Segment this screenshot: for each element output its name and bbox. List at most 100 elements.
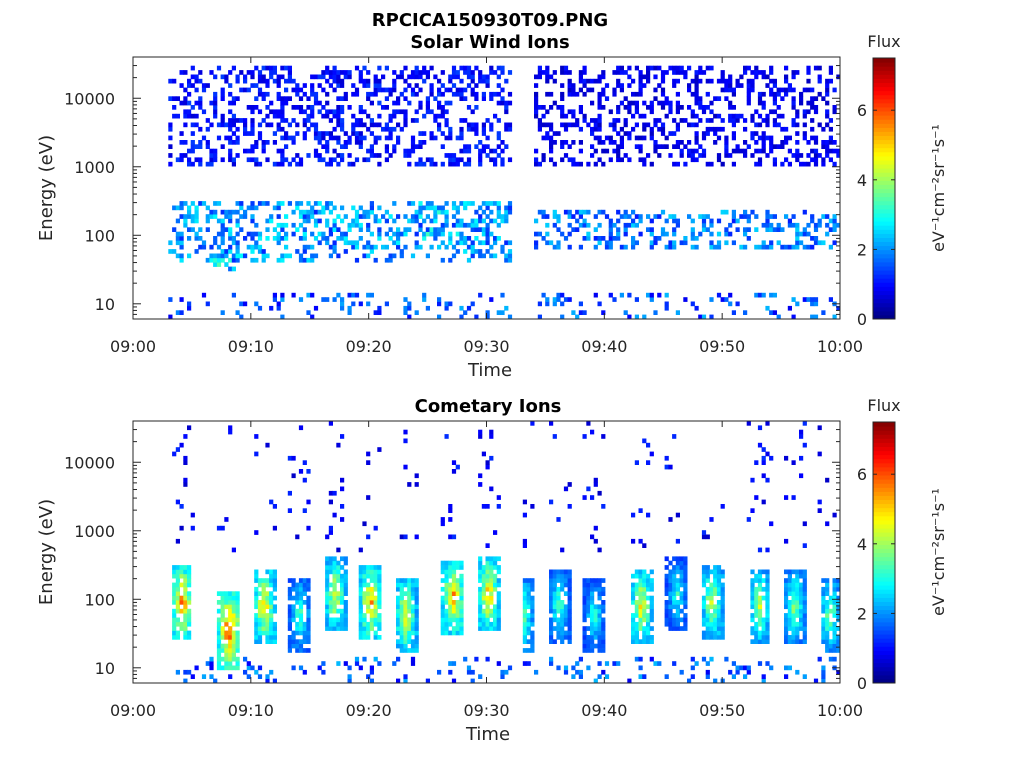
heatmap-cell xyxy=(295,205,300,211)
heatmap-cell xyxy=(306,209,311,215)
heatmap-cell xyxy=(358,547,363,553)
heatmap-cell xyxy=(590,126,595,132)
heatmap-cell xyxy=(399,231,404,237)
heatmap-cell xyxy=(440,209,445,215)
heatmap-cell xyxy=(448,604,453,610)
heatmap-cell xyxy=(306,153,311,158)
heatmap-cell xyxy=(381,105,386,110)
heatmap-cell xyxy=(701,608,707,614)
heatmap-cell xyxy=(660,144,666,149)
heatmap-cell xyxy=(537,122,542,128)
heatmap-cell xyxy=(373,630,378,636)
heatmap-cell xyxy=(705,65,710,71)
heatmap-cell xyxy=(675,78,680,84)
heatmap-cell xyxy=(340,556,345,562)
heatmap-cell xyxy=(496,74,501,80)
heatmap-cell xyxy=(269,218,274,224)
heatmap-cell xyxy=(276,83,281,88)
heatmap-cell xyxy=(653,74,658,80)
heatmap-cell xyxy=(216,525,222,531)
heatmap-cell xyxy=(317,109,322,115)
heatmap-cell xyxy=(336,161,341,167)
heatmap-cell xyxy=(530,643,535,649)
heatmap-cell xyxy=(765,222,770,228)
heatmap-cell xyxy=(489,253,494,259)
heatmap-cell xyxy=(713,578,718,583)
heatmap-cell xyxy=(567,595,572,601)
heatmap-cell xyxy=(239,214,244,219)
heatmap-cell xyxy=(175,447,180,452)
heatmap-cell xyxy=(836,586,841,592)
heatmap-cell xyxy=(451,565,457,570)
heatmap-cell xyxy=(705,227,710,232)
heatmap-cell xyxy=(701,70,707,75)
heatmap-cell xyxy=(597,621,602,627)
heatmap-cell xyxy=(343,96,348,101)
heatmap-cell xyxy=(407,621,412,627)
heatmap-cell xyxy=(705,105,710,110)
heatmap-cell xyxy=(731,135,736,141)
heatmap-cell xyxy=(534,218,539,224)
heatmap-cell xyxy=(590,78,595,84)
heatmap-cell xyxy=(340,83,345,88)
heatmap-cell xyxy=(705,573,710,579)
heatmap-cell xyxy=(369,205,374,211)
heatmap-cell xyxy=(545,78,550,84)
heatmap-cell xyxy=(802,109,807,115)
heatmap-cell xyxy=(216,648,222,653)
heatmap-cell xyxy=(459,621,464,627)
heatmap-cell xyxy=(668,586,673,592)
heatmap-cell xyxy=(754,460,759,465)
heatmap-cell xyxy=(306,214,311,219)
heatmap-cell xyxy=(601,626,606,631)
heatmap-cell xyxy=(593,292,598,298)
heatmap-cell xyxy=(705,613,710,618)
heatmap-cell xyxy=(668,573,673,579)
heatmap-cell xyxy=(638,621,643,627)
heatmap-cell xyxy=(261,626,266,631)
heatmap-cell xyxy=(485,626,490,631)
heatmap-cell xyxy=(384,126,389,132)
heatmap-cell xyxy=(832,613,837,618)
heatmap-cell xyxy=(298,214,304,219)
heatmap-cell xyxy=(817,218,822,224)
heatmap-cell xyxy=(190,512,195,518)
heatmap-cell xyxy=(716,126,722,132)
heatmap-cell xyxy=(489,244,494,250)
heatmap-cell xyxy=(672,240,677,246)
heatmap-cell xyxy=(504,126,509,132)
heatmap-cell xyxy=(422,205,427,211)
heatmap-cell xyxy=(485,569,490,575)
heatmap-cell xyxy=(302,639,307,644)
heatmap-cell xyxy=(597,630,602,636)
heatmap-cell xyxy=(336,617,341,623)
heatmap-cell xyxy=(638,157,643,163)
heatmap-cell xyxy=(638,582,643,588)
heatmap-cell xyxy=(817,656,822,662)
heatmap-cell xyxy=(496,222,501,228)
heatmap-cell xyxy=(187,635,192,640)
heatmap-cell xyxy=(448,153,453,158)
heatmap-cell xyxy=(802,595,807,601)
heatmap-cell xyxy=(183,582,188,588)
heatmap-cell xyxy=(616,83,621,88)
heatmap-cell xyxy=(220,600,225,605)
heatmap-cell xyxy=(295,586,300,592)
heatmap-cell xyxy=(295,600,300,605)
heatmap-cell xyxy=(261,621,266,627)
heatmap-cell xyxy=(254,244,259,250)
heatmap-cell xyxy=(597,301,602,307)
heatmap-cell xyxy=(392,113,397,119)
heatmap-cell xyxy=(817,499,822,505)
heatmap-cell xyxy=(619,100,624,106)
heatmap-cell xyxy=(328,499,333,505)
colorbar-tick-label: 4 xyxy=(857,535,867,554)
heatmap-cell xyxy=(836,153,841,158)
heatmap-cell xyxy=(709,314,714,320)
heatmap-cell xyxy=(213,153,218,158)
heatmap-cell xyxy=(261,591,266,596)
heatmap-cell xyxy=(414,617,419,623)
heatmap-cell xyxy=(601,209,606,215)
heatmap-cell xyxy=(776,144,781,149)
heatmap-cell xyxy=(172,205,177,211)
